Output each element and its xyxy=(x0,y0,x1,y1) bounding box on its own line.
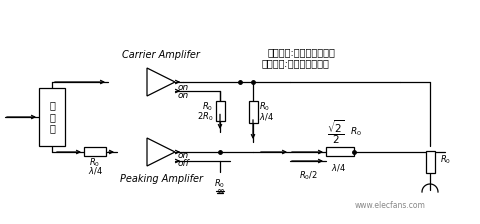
Bar xyxy=(326,147,354,157)
Text: off: off xyxy=(178,159,190,168)
Text: 有斜条纹:低输出功率状态: 有斜条纹:低输出功率状态 xyxy=(262,58,330,68)
Text: $\lambda/4$: $\lambda/4$ xyxy=(87,166,102,177)
Text: Peaking Amplifer: Peaking Amplifer xyxy=(120,174,203,184)
Bar xyxy=(425,151,434,173)
Text: $R_0$: $R_0$ xyxy=(350,126,362,138)
Text: $\dfrac{\sqrt{2}}{2}$: $\dfrac{\sqrt{2}}{2}$ xyxy=(327,118,345,146)
Bar xyxy=(216,101,225,121)
Text: www.elecfans.com: www.elecfans.com xyxy=(355,200,425,209)
Text: Carrier Amplifer: Carrier Amplifer xyxy=(122,50,200,60)
Text: on: on xyxy=(178,82,189,91)
Text: 无斜条纹:高输出功率状态: 无斜条纹:高输出功率状态 xyxy=(268,47,336,57)
Text: $\infty$: $\infty$ xyxy=(216,185,225,195)
Text: $R_0$: $R_0$ xyxy=(215,178,226,190)
Text: on: on xyxy=(178,90,189,99)
Text: $\lambda/4$: $\lambda/4$ xyxy=(259,112,274,123)
Text: $R_0$: $R_0$ xyxy=(89,157,101,169)
Bar xyxy=(249,101,257,123)
Text: $2R_0$: $2R_0$ xyxy=(196,110,213,123)
Text: $R_0$: $R_0$ xyxy=(202,100,213,113)
Text: $R_0$: $R_0$ xyxy=(440,154,451,166)
Text: $R_0/2$: $R_0/2$ xyxy=(299,169,317,181)
Bar xyxy=(84,147,106,157)
Text: 攻
分
器: 攻 分 器 xyxy=(49,100,55,134)
Bar xyxy=(39,88,65,146)
Text: $R_0$: $R_0$ xyxy=(259,101,270,113)
Text: on: on xyxy=(178,151,189,159)
Text: $\lambda/4$: $\lambda/4$ xyxy=(331,162,346,173)
